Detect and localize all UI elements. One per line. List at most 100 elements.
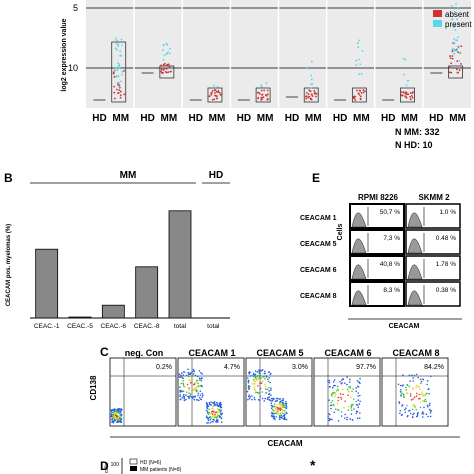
panel-c-event	[350, 407, 353, 409]
panel-c-event	[194, 388, 197, 391]
panel-a-point-absent	[215, 90, 218, 93]
panel-a-point-present	[115, 75, 118, 78]
panel-c-event	[188, 389, 190, 392]
panel-c-event	[279, 409, 282, 412]
panel-e-value: 0.38 %	[436, 287, 456, 294]
panel-c-event	[257, 378, 259, 380]
panel-c-event	[414, 406, 416, 408]
panel-c-event	[333, 379, 336, 381]
panel-a-point-absent	[305, 97, 308, 100]
panel-c-event	[112, 421, 115, 424]
panel-c-event	[269, 373, 272, 376]
panel-a-point-absent	[460, 62, 462, 65]
panel-c-event	[339, 393, 342, 395]
panel-c-event	[419, 388, 421, 391]
panel-c-event	[259, 372, 261, 375]
panel-c-title: CEACAM 1	[188, 348, 235, 358]
panel-c-event	[268, 392, 271, 395]
panel-c-title: CEACAM 5	[256, 348, 303, 358]
panel-c-event	[404, 411, 407, 414]
panel-c-event	[428, 402, 431, 405]
panel-c-event	[264, 388, 267, 390]
panel-c-event	[359, 400, 361, 403]
panel-a-point-absent	[160, 68, 163, 71]
panel-c-event	[329, 404, 332, 407]
panel-c-event	[253, 383, 256, 385]
panel-c-event	[283, 410, 286, 412]
panel-a-point-absent	[112, 72, 115, 75]
panel-c-event	[271, 409, 274, 411]
panel-a-point-absent	[448, 66, 451, 69]
panel-c-event	[254, 398, 256, 401]
panel-c-value: 3.0%	[292, 364, 308, 371]
panel-c-event	[282, 402, 285, 404]
panel-a-point-present	[306, 67, 309, 70]
panel-a-point-absent	[167, 71, 170, 74]
panel-b-category-label: CEAC.-1	[34, 323, 60, 330]
panel-c-event	[279, 417, 281, 419]
panel-e-value: 7,3 %	[383, 235, 400, 242]
panel-c-event	[189, 381, 192, 384]
panel-c-event	[418, 398, 420, 400]
panel-c-event	[331, 399, 334, 402]
panel-c-event	[285, 400, 287, 403]
panel-c-event	[337, 420, 340, 422]
panel-a-point-present	[458, 59, 461, 62]
panel-a-point-absent	[457, 51, 459, 54]
panel-c-event	[346, 388, 349, 391]
panel-a-point-absent	[117, 92, 119, 94]
panel-c-event	[350, 413, 353, 415]
panel-a-point-present	[119, 55, 122, 57]
panel-c-event	[115, 417, 118, 420]
panel-c-event	[280, 405, 283, 408]
panel-c-event	[402, 394, 405, 396]
panel-a-point-present	[355, 59, 358, 62]
panel-c-event	[248, 371, 251, 373]
panel-c-event	[261, 391, 264, 393]
panel-e-histogram-peak	[407, 212, 423, 228]
panel-a-point-absent	[213, 98, 216, 101]
panel-a-point-absent	[305, 92, 308, 94]
legend-label-absent: absent	[445, 10, 470, 19]
panel-c-event	[205, 415, 208, 417]
panel-c-event	[282, 397, 285, 400]
panel-a-point-present	[119, 50, 122, 53]
panel-c-event	[180, 374, 182, 377]
panel-c-event	[329, 418, 332, 421]
panel-c-event	[334, 392, 337, 394]
panel-c-event	[264, 370, 266, 373]
panel-c-event	[180, 372, 183, 374]
panel-c-event	[351, 390, 353, 393]
panel-c-event	[212, 418, 214, 421]
panel-a-n-mm: N MM: 332	[395, 127, 440, 137]
panel-c-event	[249, 385, 251, 388]
panel-c-event	[194, 374, 197, 377]
panel-c-event	[256, 375, 259, 377]
panel-a-point-absent	[211, 98, 214, 101]
panel-c-event	[428, 408, 431, 411]
panel-c-event	[185, 394, 187, 396]
panel-c-event	[416, 413, 419, 416]
panel-c-event	[283, 418, 286, 421]
panel-a-point-absent	[358, 89, 361, 92]
panel-a-point-present	[407, 79, 410, 82]
panel-a-point-absent	[165, 64, 168, 67]
panel-c-event	[274, 408, 277, 411]
panel-a-point-present	[216, 86, 219, 88]
panel-c-event	[187, 368, 189, 371]
panel-a-point-absent	[162, 63, 165, 66]
panel-c-event	[219, 404, 222, 407]
panel-a-point-absent	[400, 91, 403, 94]
panel-c-event	[111, 415, 114, 418]
panel-c-event	[276, 406, 278, 409]
panel-c-event	[260, 382, 263, 384]
panel-a-point-absent	[118, 89, 121, 91]
panel-c-event	[337, 409, 340, 412]
panel-c-event	[273, 403, 276, 405]
panel-a-point-absent	[456, 60, 459, 63]
panel-a-point-absent	[315, 93, 318, 95]
panel-a-point-present	[451, 48, 454, 51]
panel-c-event	[337, 399, 340, 402]
panel-c-event	[405, 389, 407, 391]
panel-a-point-absent	[119, 90, 122, 93]
